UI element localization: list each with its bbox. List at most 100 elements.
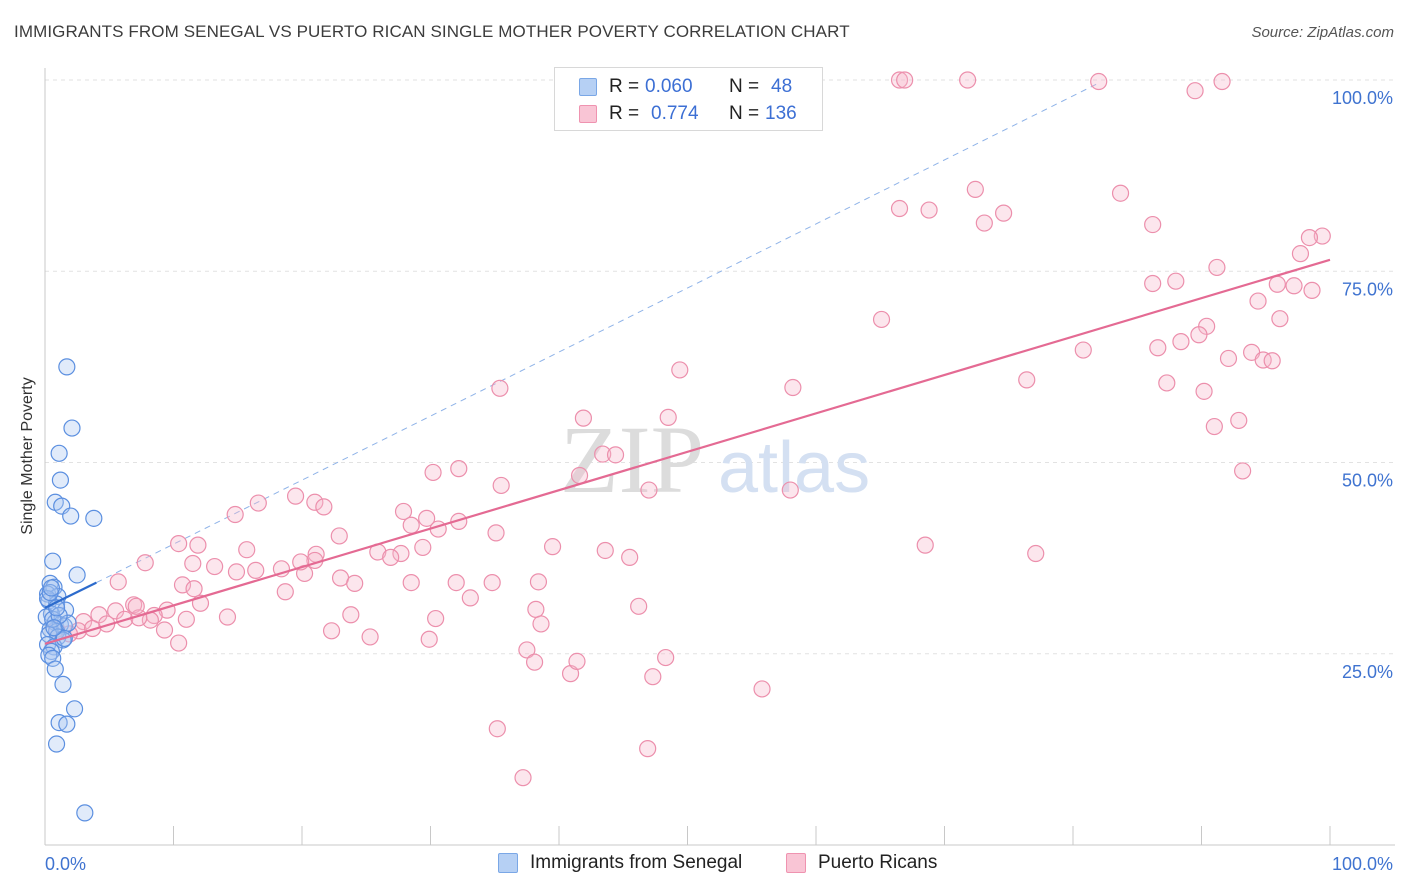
senegal-point <box>44 552 62 570</box>
puerto-rican-point <box>659 408 677 426</box>
puerto-rican-point <box>639 740 657 758</box>
puerto-rican-point <box>527 600 545 618</box>
pink-swatch-icon <box>579 105 597 123</box>
puerto-rican-point <box>189 536 207 554</box>
puerto-rican-point <box>346 574 364 592</box>
puerto-rican-point <box>753 680 771 698</box>
puerto-rican-point <box>995 204 1013 222</box>
puerto-rican-point <box>1291 245 1310 263</box>
puerto-rican-point <box>1213 72 1231 91</box>
senegal-point <box>58 715 76 733</box>
legend-n-value: 48 <box>771 76 793 97</box>
puerto-rican-point <box>414 538 432 557</box>
tick-labels: 25.0% 50.0% 75.0% 100.0% 0.0% 100.0% <box>45 88 1393 874</box>
senegal-point <box>63 419 81 437</box>
puerto-rican-point <box>184 554 202 573</box>
puerto-rican-point <box>402 574 420 592</box>
puerto-rican-point <box>392 544 410 563</box>
puerto-rican-point <box>330 527 348 545</box>
legend-r-value: 0.060 <box>645 76 693 97</box>
puerto-rican-point <box>491 379 509 397</box>
puerto-rican-point <box>1234 462 1252 480</box>
puerto-rican-point <box>418 509 436 527</box>
puerto-rican-point <box>1167 272 1185 290</box>
puerto-rican-point <box>529 573 548 591</box>
puerto-rican-point <box>657 648 675 667</box>
puerto-rican-point <box>394 502 413 521</box>
legend-item-puerto-ricans[interactable]: Puerto Ricans <box>786 852 937 874</box>
puerto-rican-point <box>1271 310 1289 328</box>
puerto-rican-point <box>402 516 420 534</box>
puerto-rican-point <box>1018 371 1036 389</box>
puerto-rican-point <box>450 460 468 478</box>
puerto-rican-point <box>315 498 333 516</box>
puerto-rican-point <box>872 310 891 329</box>
chart-title: IMMIGRANTS FROM SENEGAL VS PUERTO RICAN … <box>14 22 850 41</box>
puerto-rican-point <box>1268 275 1286 293</box>
puerto-rican-point <box>238 541 256 559</box>
puerto-rican-point <box>640 481 658 499</box>
senegal-point <box>62 507 80 525</box>
puerto-rican-point <box>487 524 505 542</box>
puerto-rican-point <box>177 610 195 628</box>
y-tick-label: 100.0% <box>1332 88 1393 108</box>
senegal-trend-line <box>44 581 97 609</box>
puerto-rican-point <box>570 466 589 485</box>
puerto-rican-point <box>1263 352 1281 370</box>
puerto-rican-point <box>1249 292 1267 310</box>
puerto-rican-point <box>1111 184 1130 202</box>
puerto-rican-point <box>361 628 379 646</box>
puerto-rican-point <box>1074 341 1092 359</box>
puerto-rican-point <box>630 597 648 615</box>
axes <box>44 68 1395 846</box>
puerto-rican-point <box>342 606 360 624</box>
puerto-rican-point <box>1254 351 1272 369</box>
puerto-rican-point <box>644 668 662 686</box>
puerto-rican-point <box>322 622 341 640</box>
legend-n-label: N = <box>729 103 760 124</box>
puerto-rican-point <box>249 494 267 512</box>
legend-r-label: R = <box>609 76 640 97</box>
puerto-rican-point <box>488 720 506 738</box>
puerto-rican-points <box>47 71 1331 787</box>
trend-lines <box>44 258 1331 645</box>
puerto-rican-point <box>461 589 479 607</box>
puerto-rican-point <box>1205 417 1223 436</box>
puerto-rican-point <box>532 615 550 633</box>
puerto-rican-point <box>1285 277 1303 295</box>
blue-swatch-icon <box>579 78 597 96</box>
puerto-rican-point <box>518 641 536 659</box>
puerto-rican-point <box>227 563 246 581</box>
puerto-rican-point <box>920 201 938 219</box>
senegal-point <box>44 649 62 667</box>
puerto-rican-point <box>136 554 154 572</box>
puerto-rican-point <box>1027 544 1045 563</box>
y-tick-label: 75.0% <box>1342 279 1393 299</box>
pink-swatch-icon <box>786 853 806 873</box>
puerto-rican-point <box>896 71 914 89</box>
puerto-rican-point <box>1313 227 1331 245</box>
watermark-atlas: atlas <box>718 428 870 508</box>
puerto-rican-point <box>1158 374 1176 392</box>
puerto-rican-point <box>525 653 544 671</box>
legend-item-senegal[interactable]: Immigrants from Senegal <box>498 852 742 874</box>
senegal-point <box>50 444 68 462</box>
puerto-rican-point <box>784 378 802 397</box>
watermark-zip: ZIP <box>560 406 704 513</box>
y-tick-label: 25.0% <box>1342 662 1393 682</box>
puerto-rican-point <box>218 608 237 626</box>
puerto-rican-point <box>1230 411 1248 430</box>
puerto-rican-point <box>170 534 188 553</box>
puerto-rican-point <box>916 536 934 554</box>
puerto-rican-point <box>382 548 400 566</box>
puerto-rican-point <box>890 199 909 218</box>
puerto-rican-point <box>492 476 510 495</box>
puerto-rican-point <box>1303 281 1321 299</box>
senegal-point <box>65 700 84 718</box>
legend-r-value: 0.774 <box>651 103 699 124</box>
puerto-rican-point <box>447 574 465 592</box>
puerto-rican-point <box>975 214 993 232</box>
puerto-rican-point <box>206 557 224 576</box>
puerto-rican-point <box>1090 72 1108 91</box>
puerto-rican-point <box>286 487 305 505</box>
